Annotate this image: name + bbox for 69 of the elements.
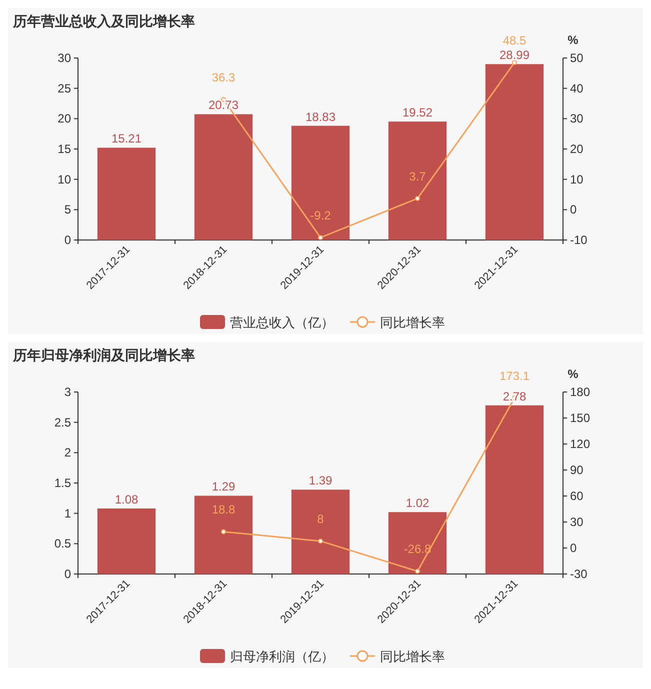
data-label: 36.3	[212, 70, 236, 85]
data-label: 173.1	[499, 368, 530, 383]
data-label: 1.29	[212, 480, 236, 494]
y-tick-label: 10	[58, 172, 72, 186]
y2-tick-label: 30	[570, 112, 584, 126]
point	[221, 529, 226, 534]
legend-label: 同比增长率	[380, 649, 445, 664]
y-tick-label: 1	[64, 506, 72, 520]
legend-label: 归母净利润（亿）	[230, 649, 334, 664]
point	[415, 568, 420, 574]
y-tick-label: 25	[58, 81, 72, 96]
y-tick-label: 0.5	[54, 536, 72, 551]
y-tick-label: 2.5	[54, 415, 72, 430]
data-label: 2.78	[502, 389, 526, 404]
data-label: 48.5	[502, 34, 526, 48]
y-tick-label: 15	[58, 142, 72, 156]
y2-tick-label: 150	[570, 411, 590, 425]
bar	[291, 490, 350, 574]
y2-tick-label: 40	[570, 81, 584, 96]
y2-tick-label: 0	[570, 541, 577, 555]
y-tick-label: 30	[58, 51, 72, 65]
y2-tick-label: -10	[570, 233, 588, 247]
bar	[485, 405, 544, 574]
y-tick-label: 0	[64, 233, 72, 247]
bar	[388, 122, 447, 240]
data-label: 1.08	[114, 492, 138, 506]
data-label: 15.21	[111, 132, 142, 146]
data-label: 19.52	[402, 106, 433, 120]
y2-tick-label: 0	[570, 202, 577, 217]
y2-axis-title: %	[568, 33, 579, 47]
chart-title: 历年归母净利润及同比增长率	[12, 347, 195, 363]
y2-tick-label: 60	[570, 489, 584, 503]
y-tick-label: 5	[64, 202, 72, 217]
data-label: 1.39	[308, 474, 332, 488]
point	[512, 60, 517, 66]
data-label: 18.8	[212, 502, 236, 517]
y-tick-label: 20	[58, 112, 72, 126]
data-label: 28.99	[499, 48, 530, 62]
y-tick-label: 0	[64, 567, 72, 581]
y2-tick-label: -30	[570, 567, 588, 581]
bar	[388, 512, 447, 574]
y2-tick-label: 180	[570, 385, 590, 399]
y-tick-label: 2	[64, 446, 72, 460]
point	[318, 235, 323, 240]
bar	[194, 496, 253, 574]
y-tick-label: 1.5	[54, 476, 72, 490]
data-label: 1.02	[406, 496, 430, 510]
y-tick-label: 3	[64, 385, 72, 399]
bar	[485, 64, 544, 240]
chart-title: 历年营业总收入及同比增长率	[12, 13, 195, 29]
legend-label: 同比增长率	[380, 315, 445, 330]
y2-tick-label: 120	[570, 437, 590, 451]
y2-axis-title: %	[568, 367, 579, 381]
y2-tick-label: 30	[570, 515, 584, 529]
data-label: 3.7	[409, 169, 426, 184]
y2-tick-label: 10	[570, 172, 584, 186]
bar	[194, 114, 253, 240]
point	[318, 538, 323, 544]
bar	[97, 148, 156, 240]
y2-tick-label: 50	[570, 51, 584, 65]
point	[415, 196, 420, 201]
y2-tick-label: 20	[570, 142, 584, 156]
y2-tick-label: 90	[570, 463, 584, 477]
bar	[97, 508, 156, 574]
legend-label: 营业总收入（亿）	[230, 315, 334, 330]
data-label: -9.2	[310, 208, 332, 223]
data-label: 8	[317, 512, 324, 526]
data-label: 18.83	[305, 110, 336, 124]
bar	[291, 126, 350, 240]
